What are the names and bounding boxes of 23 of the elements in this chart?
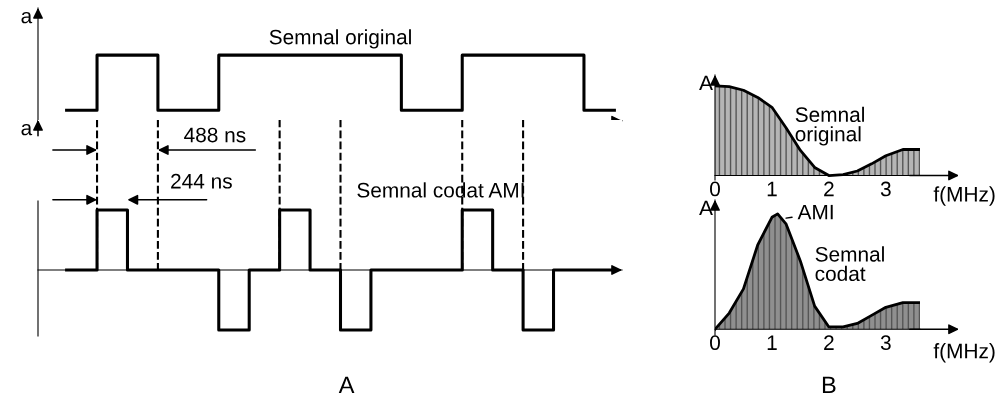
annotation: Semnal original [795,106,864,146]
text: Semnal original [269,29,411,49]
y-axis-title: A [699,200,713,216]
annotation: AMI [797,204,833,220]
y-axis-title: a [21,11,33,24]
x-tick-label: 3 [880,181,891,197]
text: 488 ns [184,127,246,143]
x-tick-label: 0 [710,335,720,351]
annotation: Semnal codat [815,246,884,282]
x-tick-label: 2 [824,335,834,350]
x-tick-label: 3 [880,335,891,351]
x-axis-title: f(MHz) [933,186,995,206]
y-axis-title: A [699,75,713,91]
x-axis-title: f(MHz) [933,343,995,363]
text: 244 ns [171,173,232,189]
y-axis-title: a [21,123,33,136]
x-tick-label: 1 [767,335,777,350]
x-tick-label: 2 [824,181,834,197]
text: Semnal codat AMI [357,182,524,198]
text: A [338,376,355,394]
x-tick-label: 0 [710,181,720,197]
text: B [822,376,836,394]
x-tick-label: 1 [767,181,777,197]
